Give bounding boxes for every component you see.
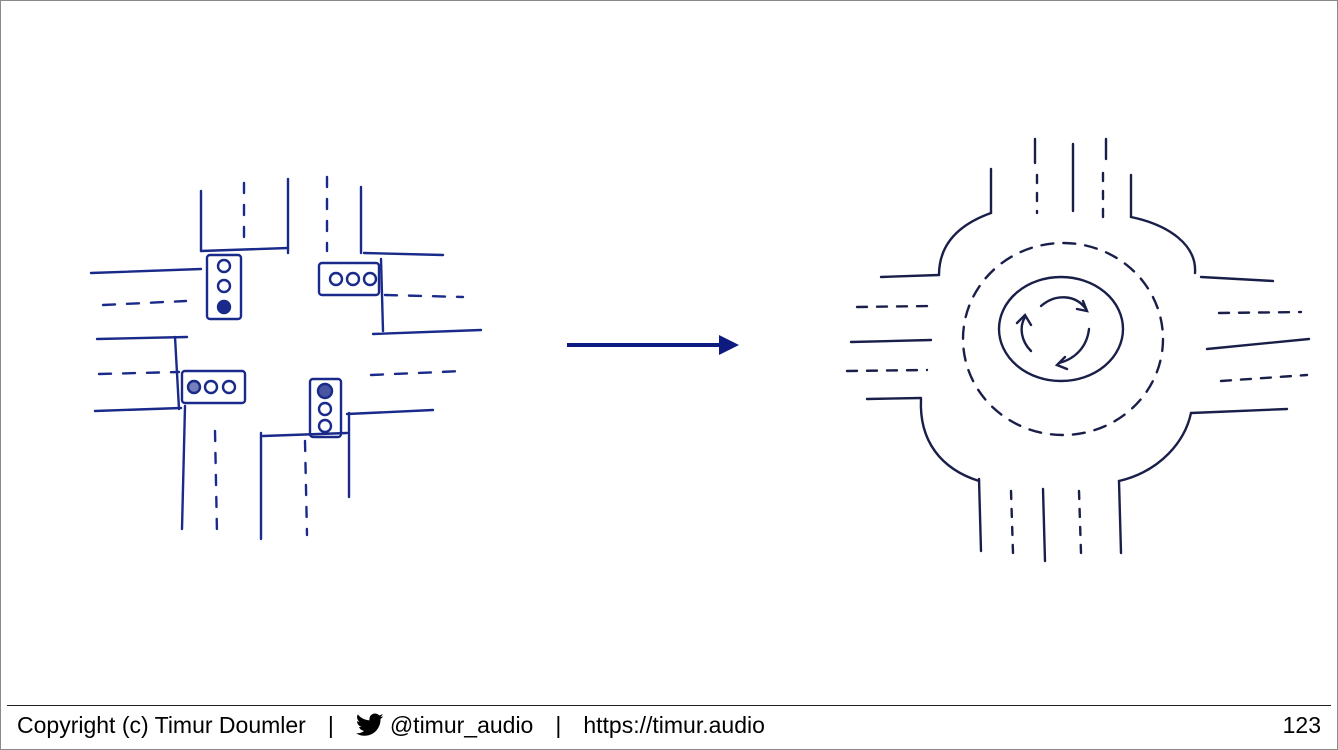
roundabout-sketch <box>845 137 1311 563</box>
footer-divider <box>7 705 1331 706</box>
copyright-text: Copyright (c) Timur Doumler <box>17 711 306 738</box>
footer: Copyright (c) Timur Doumler | @timur_aud… <box>17 710 765 740</box>
sketch-drawing <box>89 137 1311 563</box>
page-number: 123 <box>1282 711 1321 738</box>
arrow-right-icon <box>567 335 739 355</box>
website-link[interactable]: https://timur.audio <box>583 711 765 738</box>
twitter-bird-icon <box>355 713 384 736</box>
twitter-handle[interactable]: @timur_audio <box>389 711 534 738</box>
footer-separator-2: | <box>555 711 562 738</box>
footer-separator: | <box>327 711 334 738</box>
intersection-sketch <box>89 175 483 541</box>
